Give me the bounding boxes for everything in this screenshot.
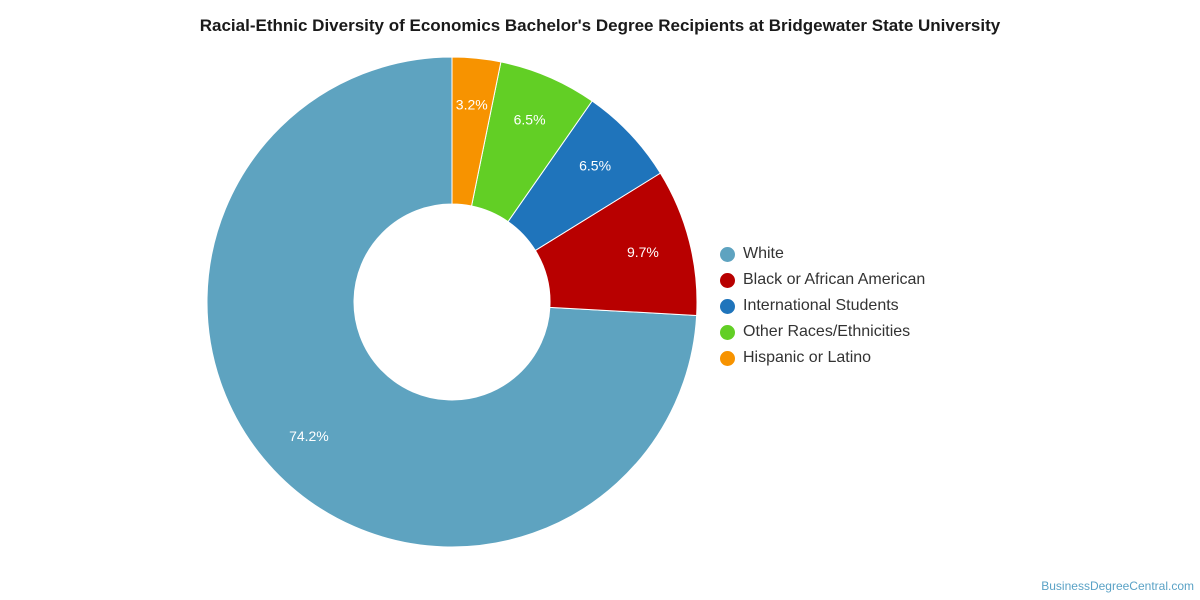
- legend-label: Hispanic or Latino: [743, 349, 872, 366]
- slice-value-label: 9.7%: [627, 244, 659, 260]
- watermark: BusinessDegreeCentral.com: [1041, 579, 1194, 593]
- legend-item[interactable]: Black or African American: [720, 267, 925, 293]
- legend-item[interactable]: Other Races/Ethnicities: [720, 319, 925, 345]
- chart-title: Racial-Ethnic Diversity of Economics Bac…: [199, 16, 1001, 35]
- donut-slice-hispanic-or-latino[interactable]: [451, 56, 502, 207]
- legend-label: White: [743, 245, 784, 262]
- slice-value-label: 6.5%: [514, 112, 546, 128]
- legend-swatch: [720, 272, 735, 288]
- slice-value-label: 74.2%: [289, 428, 329, 444]
- chart-legend: White Black or African American Internatio…: [720, 241, 925, 371]
- legend-label: Other Races/Ethnicities: [743, 323, 911, 340]
- donut-slice-black-or-african-american[interactable]: [534, 172, 698, 316]
- slice-value-label: 3.2%: [456, 97, 488, 113]
- legend-swatch: [720, 246, 735, 262]
- donut-slice-international-students[interactable]: [507, 100, 662, 252]
- legend-swatch: [720, 298, 735, 314]
- donut-slice-white[interactable]: [206, 56, 698, 548]
- slice-value-label: 6.5%: [579, 157, 611, 173]
- legend-swatch: [720, 324, 735, 340]
- legend-item[interactable]: White: [720, 241, 925, 267]
- donut-slice-other-races-ethnicities[interactable]: [470, 61, 593, 223]
- legend-item[interactable]: International Students: [720, 293, 925, 319]
- legend-item[interactable]: Hispanic or Latino: [720, 345, 925, 371]
- legend-label: International Students: [743, 297, 899, 314]
- legend-label: Black or African American: [743, 271, 926, 288]
- legend-swatch: [720, 350, 735, 366]
